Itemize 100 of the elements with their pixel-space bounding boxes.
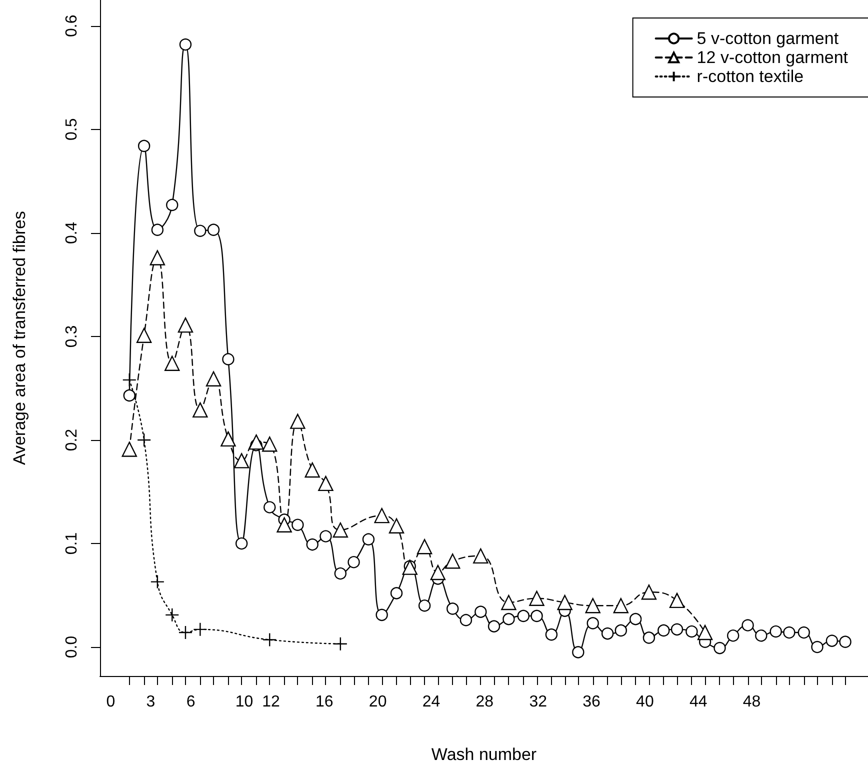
point: [194, 224, 206, 237]
point: [445, 553, 460, 569]
point: [670, 623, 684, 636]
x-tick-label: 44: [689, 694, 708, 710]
point: [334, 567, 347, 580]
point: [601, 627, 614, 640]
point: [416, 538, 432, 554]
x-tick-label: 40: [636, 694, 654, 710]
y-tick-label: 0.1: [64, 532, 80, 555]
point: [207, 224, 220, 236]
point: [517, 610, 530, 622]
y-tick-label: 0.4: [64, 222, 80, 244]
point: [235, 537, 248, 550]
point: [333, 636, 348, 652]
point: [150, 574, 165, 589]
point: [474, 606, 487, 618]
x-tick-label: 24: [422, 694, 440, 710]
y-tick-label: 0.5: [64, 118, 80, 141]
legend-label: 5 v-cotton garment: [696, 29, 839, 48]
point: [572, 646, 584, 658]
x-tick-label: 16: [315, 694, 334, 710]
point: [138, 140, 150, 152]
point: [488, 620, 500, 632]
point: [206, 371, 222, 386]
point: [642, 632, 656, 644]
point: [613, 598, 629, 614]
legend-label: 12 v-cotton garment: [696, 48, 848, 67]
point: [557, 594, 572, 610]
point: [430, 564, 446, 580]
point: [798, 626, 810, 639]
point: [151, 224, 164, 236]
point: [614, 624, 628, 637]
point: [262, 632, 277, 647]
point: [166, 198, 178, 212]
point: [362, 533, 375, 546]
point: [585, 598, 600, 614]
point: [839, 636, 852, 648]
point: [150, 250, 166, 266]
point: [390, 587, 403, 600]
point: [192, 402, 208, 418]
point: [179, 38, 192, 51]
x-tick-label: 20: [368, 694, 387, 710]
point: [290, 414, 306, 429]
point: [501, 594, 516, 610]
y-tick-label: 0.6: [64, 14, 80, 38]
point: [374, 508, 390, 524]
point: [304, 462, 320, 478]
point: [320, 530, 332, 542]
point: [473, 548, 488, 564]
x-tick-label: 0: [106, 694, 116, 710]
point: [136, 432, 152, 448]
point: [122, 442, 137, 457]
x-axis-title: Wash number: [431, 745, 537, 764]
point: [248, 434, 264, 450]
point: [545, 628, 558, 641]
point: [318, 476, 334, 492]
point: [418, 600, 431, 612]
point: [826, 634, 838, 647]
point: [727, 630, 740, 642]
point: [332, 522, 348, 538]
point: [630, 612, 642, 626]
point: [348, 556, 360, 568]
point: [460, 614, 472, 626]
point: [222, 353, 234, 366]
point: [178, 317, 194, 333]
point: [136, 328, 152, 344]
y-tick-label: 0.0: [64, 636, 80, 658]
point: [697, 624, 713, 640]
x-tick-label: 32: [529, 694, 548, 710]
y-tick-label: 0.3: [64, 325, 80, 348]
point: [811, 640, 824, 654]
x-tick-label: 10: [235, 694, 254, 710]
point: [306, 538, 318, 551]
point: [234, 453, 250, 468]
point: [178, 625, 193, 640]
point: [529, 590, 544, 606]
point: [122, 372, 136, 388]
point: [714, 642, 726, 654]
y-axis-title: Average area of transferred fibres: [10, 211, 29, 465]
point: [123, 389, 136, 402]
x-tick-label: 36: [582, 694, 601, 710]
point: [669, 592, 685, 608]
x-tick-label: 3: [146, 694, 156, 710]
legend-label: r-cotton textile: [696, 67, 804, 86]
point: [193, 622, 208, 637]
point: [770, 625, 782, 638]
point: [641, 584, 657, 600]
point: [276, 517, 292, 532]
point: [686, 625, 698, 638]
point: [220, 431, 236, 447]
x-tick-label: 28: [476, 694, 494, 710]
x-tick-label: 48: [742, 694, 761, 710]
point: [164, 356, 180, 371]
point: [165, 608, 180, 622]
point: [586, 617, 599, 630]
point: [292, 518, 304, 531]
x-tick-label: 6: [186, 694, 196, 710]
point: [502, 612, 515, 626]
point: [658, 624, 670, 637]
point: [262, 436, 278, 452]
